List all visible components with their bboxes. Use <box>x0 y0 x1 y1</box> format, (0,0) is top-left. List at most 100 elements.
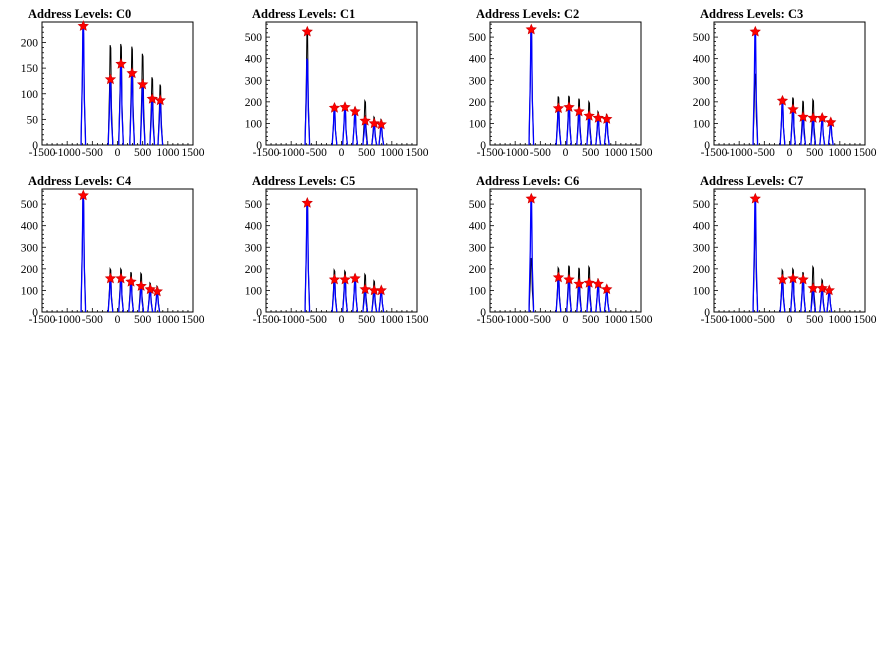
y-tick-label: 0 <box>704 140 710 152</box>
y-tick-label: 400 <box>693 54 711 66</box>
x-tick-label: -1500 <box>477 314 504 326</box>
x-tick-label: 1000 <box>828 314 851 326</box>
level-marker <box>552 102 565 114</box>
x-tick-label: 0 <box>787 314 793 326</box>
histogram-panel: Address Levels: C6-1500-1000 -500 0 500 1000… <box>469 174 653 326</box>
histogram-peak-blue <box>779 98 786 145</box>
y-tick-label: 500 <box>693 32 711 44</box>
level-marker <box>583 276 595 288</box>
level-marker <box>104 73 117 85</box>
x-tick-label: -500 <box>754 314 775 326</box>
x-tick-label: -500 <box>82 147 103 159</box>
x-tick-label: 500 <box>358 314 376 326</box>
y-tick-label: 0 <box>256 140 262 152</box>
histogram-panel: Address Levels: C1-1500-1000 -500 0 500 1000… <box>245 7 429 159</box>
histogram-peak-blue <box>80 197 87 312</box>
y-tick-label: 300 <box>469 75 487 87</box>
y-tick-label: 0 <box>32 307 38 319</box>
histogram-peak-blue <box>555 275 562 312</box>
level-marker <box>126 67 138 79</box>
plot-frame <box>713 21 866 146</box>
y-tick-label: 200 <box>21 38 39 50</box>
histogram-peak-blue <box>342 277 348 312</box>
level-marker <box>151 285 163 297</box>
y-tick-label: 500 <box>693 199 711 211</box>
level-marker <box>375 284 387 296</box>
y-tick-label: 100 <box>21 89 39 101</box>
level-marker <box>328 101 341 113</box>
y-tick-label: 100 <box>469 285 487 297</box>
x-tick-label: -1000 <box>726 147 753 159</box>
y-tick-label: 400 <box>469 54 487 66</box>
histogram-peak-blue <box>304 203 311 312</box>
chart-title: Address Levels: C6 <box>476 174 579 188</box>
level-marker <box>525 192 537 204</box>
level-marker <box>816 112 828 123</box>
x-tick-label: -1000 <box>54 314 81 326</box>
x-tick-label: 1500 <box>630 147 653 159</box>
x-tick-label: 1000 <box>380 314 403 326</box>
x-tick-label: -1500 <box>253 314 280 326</box>
x-tick-label: 0 <box>339 147 345 159</box>
x-tick-label: -500 <box>306 314 327 326</box>
x-tick-label: 500 <box>358 147 376 159</box>
x-tick-label: 500 <box>134 147 152 159</box>
histogram-peak-blue <box>331 105 338 145</box>
histogram-peak-blue <box>752 31 759 145</box>
level-marker <box>125 275 137 287</box>
level-marker <box>146 92 158 104</box>
level-marker <box>301 197 313 208</box>
x-tick-label: 1500 <box>854 147 877 159</box>
y-tick-label: 0 <box>256 307 262 319</box>
level-marker <box>592 277 604 289</box>
level-marker <box>563 101 575 113</box>
x-tick-label: 0 <box>115 314 121 326</box>
y-tick-label: 200 <box>469 264 487 276</box>
histogram-peak-blue <box>566 104 572 145</box>
y-tick-label: 500 <box>469 32 487 44</box>
y-tick-label: 300 <box>693 242 711 254</box>
x-tick-label: 1000 <box>156 314 179 326</box>
plot-frame <box>713 188 866 313</box>
level-marker <box>339 273 351 285</box>
level-marker <box>349 105 361 117</box>
chart-title: Address Levels: C3 <box>700 7 803 21</box>
y-tick-label: 100 <box>245 118 263 130</box>
y-tick-label: 300 <box>245 75 263 87</box>
x-tick-label: 1500 <box>630 314 653 326</box>
histogram-peak-blue <box>528 198 535 312</box>
x-tick-label: 1000 <box>604 147 627 159</box>
y-tick-label: 300 <box>245 242 263 254</box>
chart-title: Address Levels: C1 <box>252 7 355 21</box>
level-marker <box>359 114 371 126</box>
x-tick-label: -1000 <box>502 147 529 159</box>
y-tick-label: 100 <box>693 285 711 297</box>
level-marker <box>601 113 613 124</box>
y-tick-label: 400 <box>245 54 263 66</box>
y-tick-label: 0 <box>32 140 38 152</box>
histogram-panel: Address Levels: C2-1500-1000 -500 0 500 1000… <box>469 7 653 159</box>
y-tick-label: 300 <box>21 242 39 254</box>
level-marker <box>787 272 799 284</box>
histogram-peak-blue <box>118 63 124 145</box>
y-tick-label: 500 <box>245 32 263 44</box>
level-marker <box>77 189 89 201</box>
histogram-peak-blue <box>819 116 826 145</box>
level-marker <box>136 78 149 90</box>
y-tick-label: 200 <box>245 97 263 109</box>
histogram-peak-blue <box>304 58 311 145</box>
x-tick-label: -1500 <box>701 147 728 159</box>
x-tick-label: -1000 <box>726 314 753 326</box>
y-tick-label: 400 <box>245 221 263 233</box>
plot-frame <box>265 21 418 146</box>
x-tick-label: -1500 <box>477 147 504 159</box>
histogram-peak-blue <box>790 107 796 145</box>
level-marker <box>592 112 604 123</box>
level-marker <box>601 283 613 295</box>
y-tick-label: 100 <box>469 118 487 130</box>
x-tick-label: 1000 <box>828 147 851 159</box>
level-marker <box>749 25 761 37</box>
level-marker <box>563 273 575 285</box>
x-tick-label: 0 <box>787 147 793 159</box>
